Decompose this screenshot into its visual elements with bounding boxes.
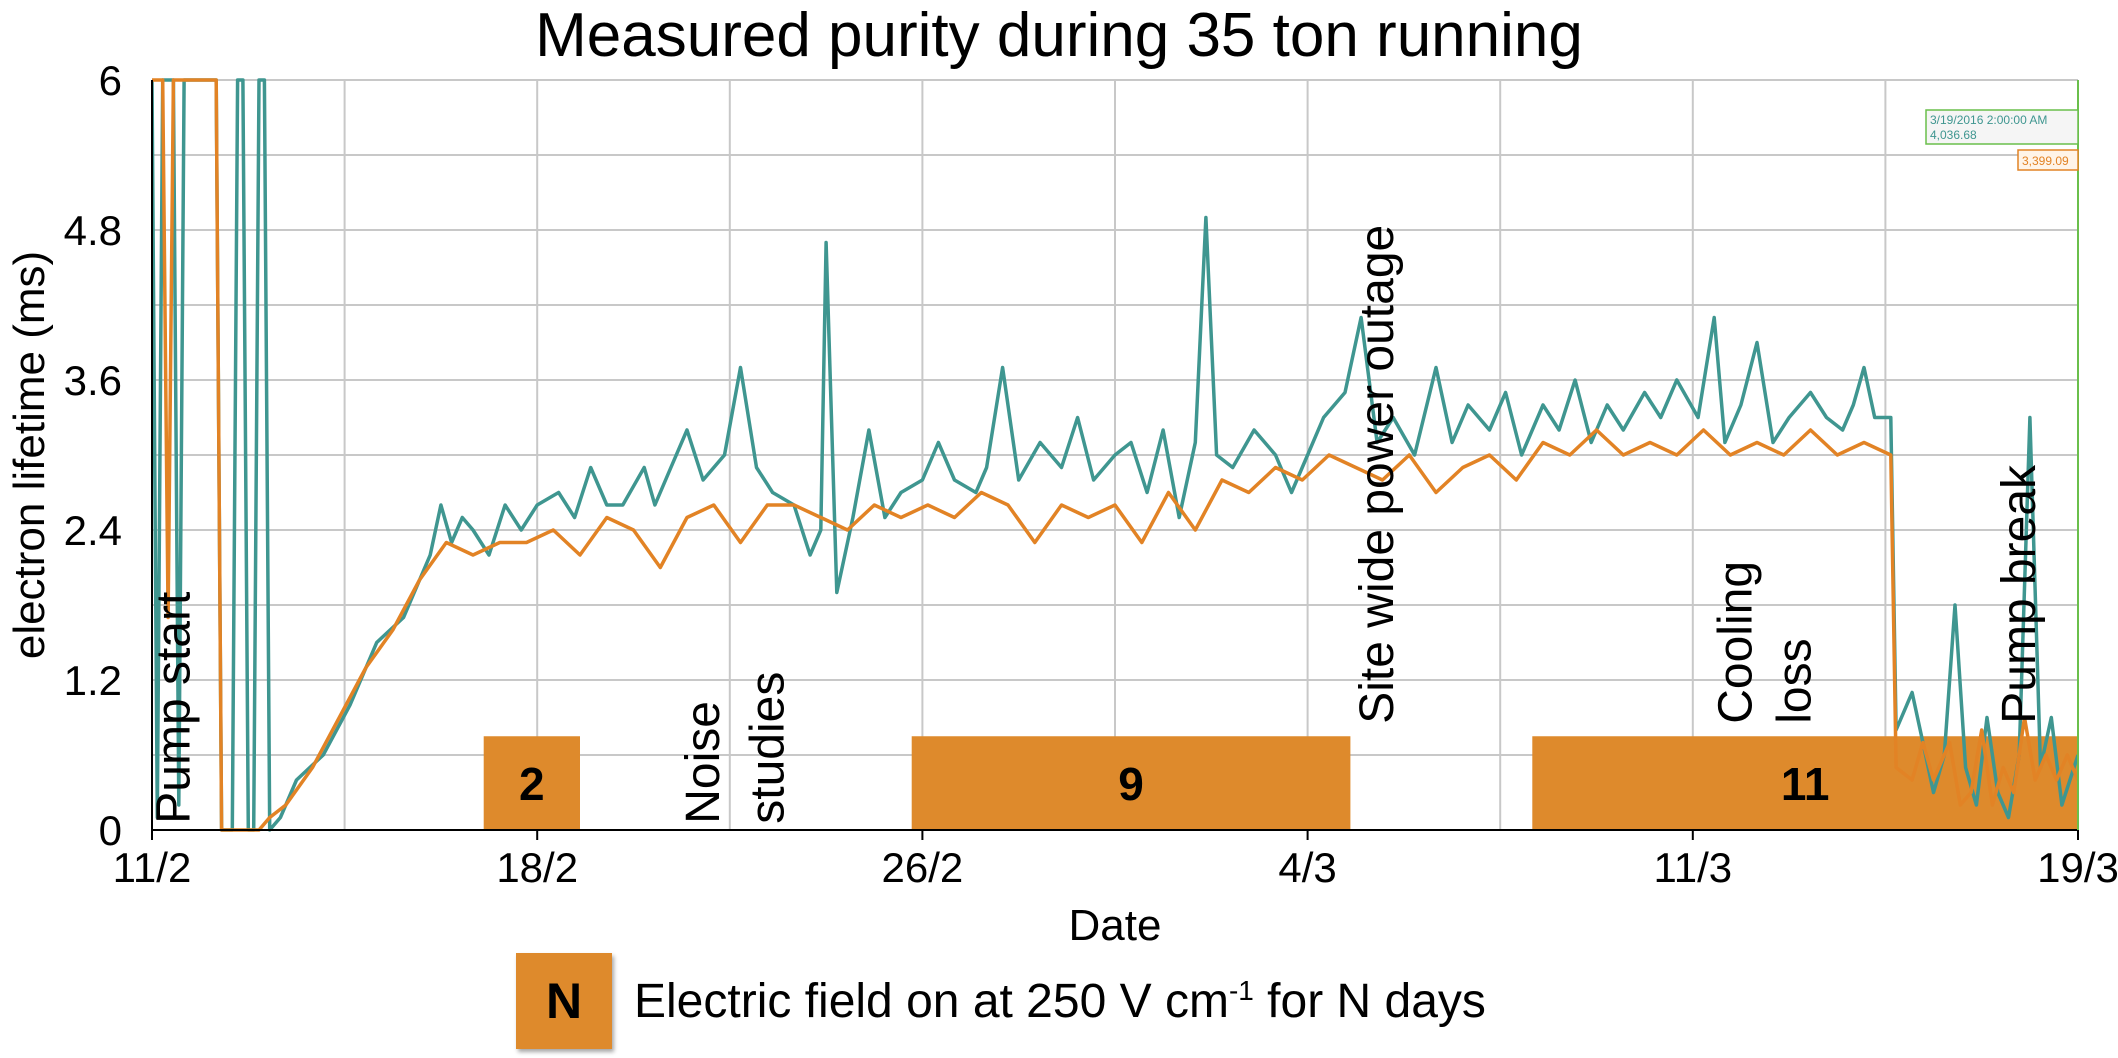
x-axis-label: Date bbox=[1069, 901, 1162, 950]
y-tick-label: 0 bbox=[99, 807, 122, 854]
field-on-bar-2 bbox=[911, 736, 1351, 830]
y-axis-label: electron lifetime (ms) bbox=[5, 251, 54, 659]
annotation-1: Pump start bbox=[147, 592, 200, 824]
y-tick-label: 6 bbox=[99, 57, 122, 104]
legend-text-sup: -1 bbox=[1228, 974, 1254, 1006]
x-tick-label: 19/3 bbox=[2037, 844, 2118, 891]
legend-text-main: Electric field on at 250 V cm bbox=[634, 974, 1229, 1028]
legend-text-end: for N days bbox=[1253, 974, 1486, 1028]
x-tick-label: 26/2 bbox=[882, 844, 964, 891]
legend-swatch: N bbox=[516, 953, 612, 1049]
tooltip-orange-box bbox=[2017, 149, 2079, 171]
y-tick-label: 1.2 bbox=[64, 657, 122, 704]
annotation-2: Noise bbox=[677, 701, 730, 824]
chart-title: Measured purity during 35 ton running bbox=[535, 1, 1583, 70]
x-tick-label: 11/3 bbox=[1653, 844, 1732, 891]
annotation-4: Site wide power outage bbox=[1351, 225, 1404, 724]
tooltip-orange-value: 3,399.09 bbox=[2022, 154, 2069, 168]
tooltip-teal-value: 4,036.68 bbox=[1930, 128, 1977, 142]
annotation-3: studies bbox=[741, 672, 794, 824]
field-on-bar-1 bbox=[483, 736, 580, 830]
field-on-bar-3 bbox=[1532, 736, 2078, 830]
x-tick-label: 4/3 bbox=[1278, 844, 1336, 891]
field-on-bar-label-2: 9 bbox=[1118, 758, 1144, 810]
tick-labels: 11/2 18/2 26/2 4/3 11/3 19/3 0 1.2 2.4 3.6 4.8 6 bbox=[64, 57, 2118, 891]
field-on-bars: 2 9 11 bbox=[483, 736, 2078, 830]
cursor-tooltip: 3/19/2016 2:00:00 AM4,036.68 3,399.09 bbox=[1925, 109, 2079, 171]
legend: N Electric field on at 250 V cm-1 for N … bbox=[516, 953, 1486, 1049]
y-tick-label: 3.6 bbox=[64, 357, 122, 404]
x-tick-label: 18/2 bbox=[496, 844, 578, 891]
tooltip-date: 3/19/2016 2:00:00 AM bbox=[1930, 113, 2047, 127]
annotation-6: loss bbox=[1769, 638, 1822, 723]
series-line-2 bbox=[152, 78, 2078, 832]
annotations: Pump start Noise studies Site wide power ou… bbox=[147, 225, 2046, 824]
tooltip-box bbox=[1925, 109, 2079, 145]
series-lines bbox=[152, 78, 2078, 832]
field-on-bar-label-3: 11 bbox=[1781, 758, 1830, 810]
chart-axes bbox=[151, 80, 2079, 840]
field-on-bar-label-1: 2 bbox=[519, 758, 545, 810]
x-tick-label: 11/2 bbox=[113, 844, 192, 891]
annotation-7: Pump break bbox=[1993, 464, 2046, 724]
y-tick-label: 4.8 bbox=[64, 207, 122, 254]
annotation-5: Cooling bbox=[1710, 561, 1763, 724]
chart-area: 2 9 11 11/2 18/2 26/2 4/3 11/3 19/3 0 1.2 2.4 3.6 4.… bbox=[5, 57, 2118, 950]
y-tick-label: 2.4 bbox=[64, 507, 122, 554]
legend-text: Electric field on at 250 V cm-1 for N da… bbox=[634, 974, 1486, 1029]
